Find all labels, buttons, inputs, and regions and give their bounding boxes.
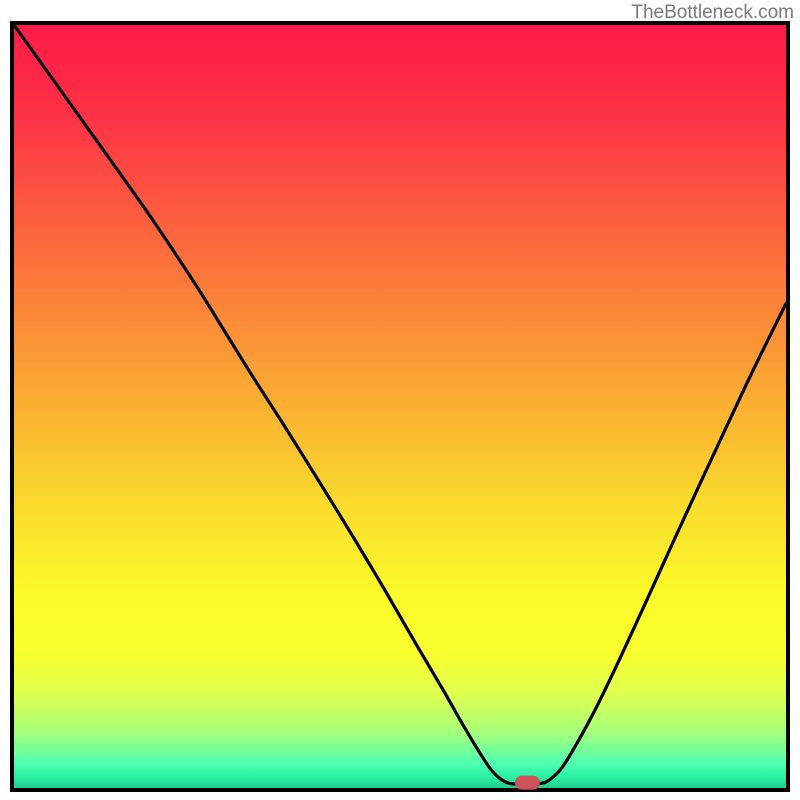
- chart-container: TheBottleneck.com: [0, 0, 800, 800]
- bottleneck-chart: [0, 0, 800, 800]
- gradient-background: [14, 25, 786, 788]
- optimal-point-marker: [515, 776, 540, 790]
